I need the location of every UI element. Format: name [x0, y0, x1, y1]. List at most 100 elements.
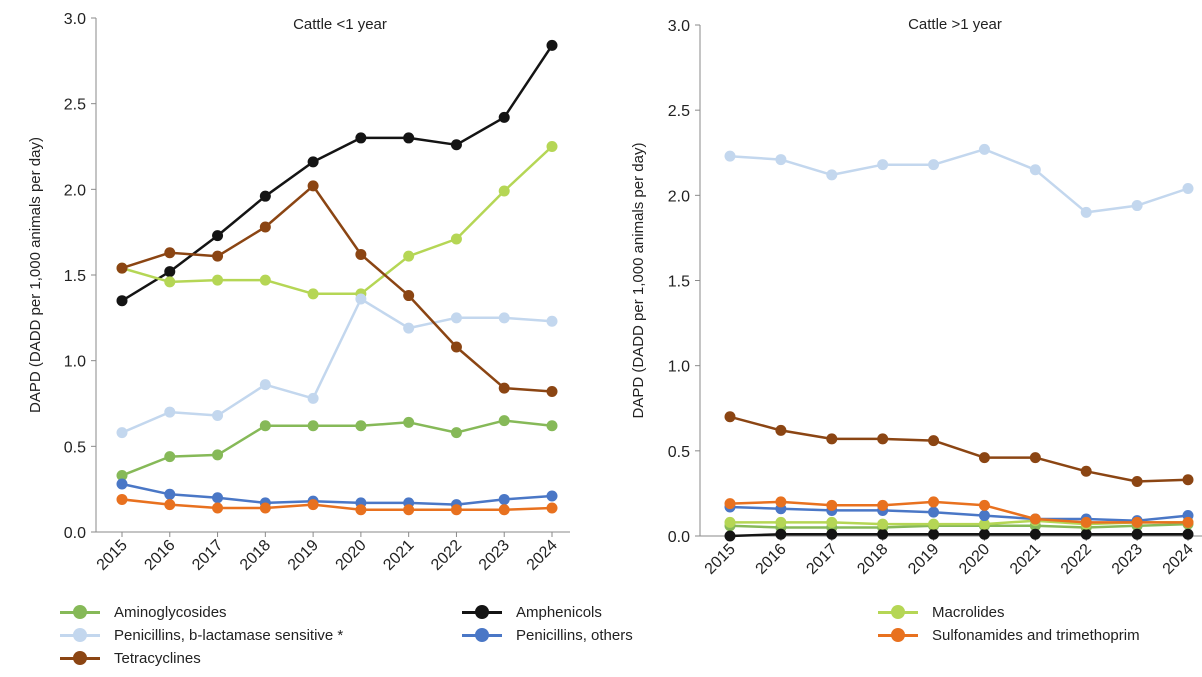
series-line	[729, 500, 1188, 524]
data-point	[212, 449, 224, 461]
legend-label: Macrolides	[932, 603, 1005, 621]
data-point	[164, 247, 176, 259]
legend-swatch-icon	[60, 651, 100, 665]
legend-item-macrolides: Macrolides	[878, 602, 1005, 622]
y-tick-label: 1.5	[64, 268, 86, 285]
legend-label: Amphenicols	[516, 603, 602, 621]
data-point	[1080, 206, 1092, 218]
data-point	[1029, 452, 1041, 464]
data-point	[116, 478, 128, 490]
data-point	[724, 516, 736, 528]
data-point	[307, 156, 319, 168]
x-tick-label: 2020	[956, 541, 993, 578]
y-tick-label: 3.0	[64, 11, 86, 28]
data-point	[164, 406, 176, 418]
series-line	[121, 498, 553, 511]
x-tick-label: 2017	[803, 541, 840, 578]
x-tick-label: 2019	[905, 541, 942, 578]
data-point	[877, 159, 889, 171]
data-point	[826, 433, 838, 445]
legend-item-sulfonamides: Sulfonamides and trimethoprim	[878, 625, 1140, 645]
legend-label: Penicillins, b-lactamase sensitive *	[114, 626, 344, 644]
data-point	[546, 39, 558, 51]
x-tick-label: 2021	[380, 537, 417, 574]
data-point	[1080, 516, 1092, 528]
data-point	[403, 290, 415, 302]
data-point	[928, 496, 940, 508]
data-point	[877, 499, 889, 511]
data-point	[546, 315, 558, 327]
data-point	[775, 154, 787, 166]
data-point	[212, 230, 224, 242]
data-point	[1029, 164, 1041, 176]
data-point	[1080, 465, 1092, 477]
y-tick-label: 2.5	[668, 103, 690, 120]
data-point	[307, 392, 319, 404]
data-point	[403, 250, 415, 262]
data-point	[978, 499, 990, 511]
data-point	[450, 341, 462, 353]
data-point	[164, 488, 176, 500]
series-line	[729, 533, 1188, 538]
data-point	[546, 420, 558, 432]
x-tick-label: 2018	[854, 541, 891, 578]
data-point	[259, 379, 271, 391]
data-point	[1182, 183, 1194, 195]
data-point	[724, 530, 736, 542]
series-line	[729, 522, 1189, 529]
series-line	[121, 145, 553, 296]
data-point	[259, 221, 271, 233]
data-point	[307, 288, 319, 300]
data-point	[826, 169, 838, 181]
series-line	[121, 419, 553, 477]
x-tick-label: 2020	[333, 537, 370, 574]
data-point	[826, 499, 838, 511]
data-point	[116, 427, 128, 439]
series-line	[121, 482, 553, 506]
data-point	[877, 528, 889, 540]
data-point	[355, 132, 367, 144]
x-tick-label: 2017	[189, 537, 226, 574]
data-point	[259, 274, 271, 286]
data-point	[928, 506, 940, 518]
data-point	[212, 250, 224, 262]
legend-item-amphenicols: Amphenicols	[462, 602, 602, 622]
chart-title: Cattle <1 year	[293, 16, 387, 33]
legend-item-penicillins-others: Penicillins, others	[462, 625, 633, 645]
x-tick-label: 2024	[524, 537, 561, 574]
data-point	[450, 139, 462, 151]
data-point	[724, 411, 736, 423]
data-point	[1131, 200, 1143, 212]
data-point	[498, 185, 510, 197]
data-point	[259, 420, 271, 432]
series-line	[121, 44, 554, 302]
data-point	[1131, 528, 1143, 540]
x-tick-label: 2016	[141, 537, 178, 574]
x-tick-label: 2022	[428, 537, 465, 574]
data-point	[775, 496, 787, 508]
data-point	[1182, 474, 1194, 486]
data-point	[724, 498, 736, 510]
data-point	[403, 416, 415, 428]
y-tick-label: 0.0	[668, 529, 690, 546]
data-point	[212, 274, 224, 286]
y-tick-label: 0.5	[64, 439, 86, 456]
legend-swatch-icon	[878, 628, 918, 642]
legend-label: Sulfonamides and trimethoprim	[932, 626, 1140, 644]
data-point	[403, 132, 415, 144]
data-point	[116, 469, 128, 481]
data-point	[775, 528, 787, 540]
y-tick-label: 1.0	[668, 359, 690, 376]
y-axis-label: DAPD (DADD per 1,000 animals per day)	[630, 143, 647, 419]
data-point	[546, 502, 558, 514]
series-amphenicols	[724, 528, 1194, 542]
data-point	[164, 499, 176, 511]
legend-swatch-icon	[60, 628, 100, 642]
data-point	[546, 490, 558, 502]
data-point	[546, 386, 558, 398]
series-penicillins-b-lactamase-sensitive	[724, 143, 1194, 218]
series-line	[729, 415, 1189, 483]
series-amphenicols	[116, 39, 558, 307]
data-point	[307, 420, 319, 432]
